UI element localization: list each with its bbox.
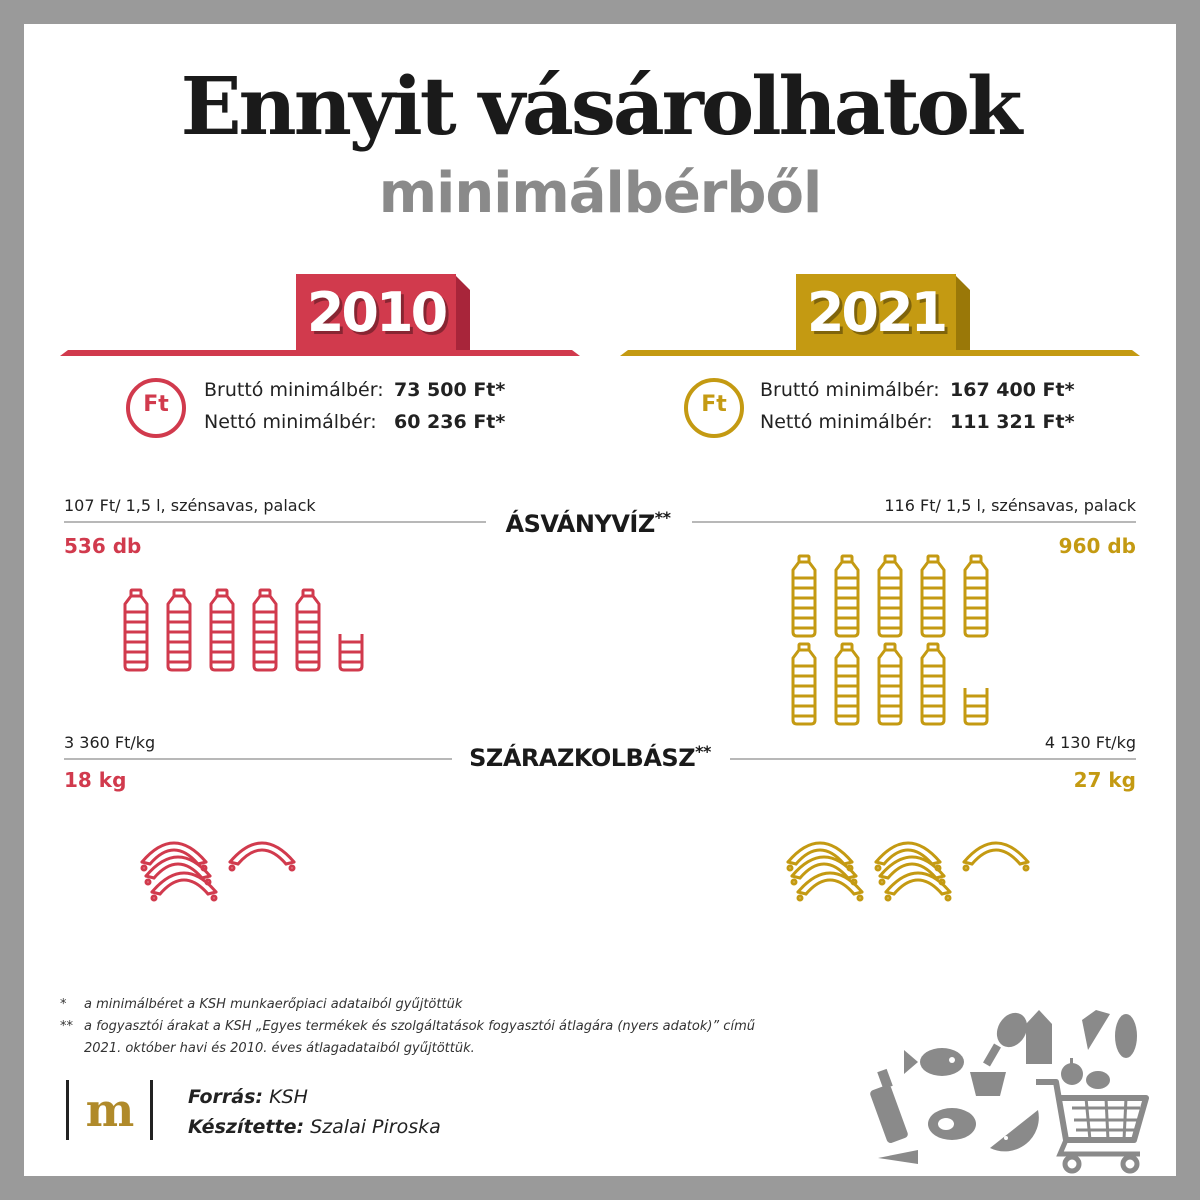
forint-coin-icon-2010 bbox=[126, 378, 186, 438]
divider-sausage-left bbox=[64, 758, 452, 760]
water-icons-2010 bbox=[123, 588, 364, 672]
bottle-icon bbox=[791, 642, 817, 726]
forint-coin-icon-2021 bbox=[684, 378, 744, 438]
sausage-icons-2021 bbox=[786, 841, 1030, 902]
page-title: Ennyit vásárolhatok bbox=[180, 59, 1023, 153]
year-banner-2021 bbox=[620, 274, 1140, 356]
bottle-icon bbox=[877, 554, 903, 638]
water-price-2021: 116 Ft/ 1,5 l, szénsavas, palack bbox=[884, 496, 1136, 515]
bottle-icon bbox=[963, 688, 989, 726]
sausage-qty-2021: 27 kg bbox=[1073, 768, 1136, 792]
sausage-icon bbox=[228, 841, 296, 872]
gross-wage-value-2021: 167 400 Ft* bbox=[950, 379, 1075, 401]
bottle-icon bbox=[295, 588, 321, 672]
sausage-price-2021: 4 130 Ft/kg bbox=[1044, 733, 1136, 752]
bottle-icon bbox=[209, 588, 235, 672]
gross-wage-value-2010: 73 500 Ft* bbox=[394, 379, 506, 401]
net-wage-label-2010: Nettó minimálbér: bbox=[204, 411, 377, 433]
logo: m bbox=[85, 1083, 135, 1137]
bottle-icon bbox=[166, 588, 192, 672]
footnotes: * a minimálbéret a KSH munkaerőpiaci adat… bbox=[60, 994, 820, 1060]
water-qty-2021: 960 db bbox=[1058, 534, 1136, 558]
bottle-icon bbox=[920, 554, 946, 638]
divider-water-left bbox=[64, 521, 486, 523]
infographic-frame bbox=[24, 24, 1176, 1176]
sausage-price-2010: 3 360 Ft/kg bbox=[64, 733, 156, 752]
divider-water-right bbox=[692, 521, 1136, 523]
footnote: * a minimálbéret a KSH munkaerőpiaci adat… bbox=[60, 997, 463, 1012]
sausage-icons-2010 bbox=[140, 841, 296, 902]
wage-block-2021: Bruttó minimálbér: 167 400 Ft* Nettó mini… bbox=[760, 374, 1090, 438]
logo-bar-left bbox=[66, 1080, 69, 1140]
net-wage-value-2010: 60 236 Ft* bbox=[394, 411, 506, 433]
sausage-qty-2010: 18 kg bbox=[64, 768, 127, 792]
sausage-icon bbox=[874, 841, 952, 902]
sausage-icon bbox=[140, 841, 218, 902]
forint-coin-text-2010: Ft bbox=[143, 392, 169, 417]
water-icons-2021 bbox=[791, 554, 989, 726]
footnote: 2021. október havi és 2010. éves átlagad… bbox=[84, 1041, 475, 1056]
source-label: Forrás: bbox=[188, 1086, 264, 1108]
water-qty-2010: 536 db bbox=[64, 534, 142, 558]
credits: Forrás: KSH Készítette: Szalai Piroska bbox=[188, 1082, 441, 1142]
bottle-icon bbox=[963, 554, 989, 638]
author-value: Szalai Piroska bbox=[310, 1116, 441, 1138]
section-title-water: ÁSVÁNYVÍZ** bbox=[505, 508, 671, 538]
bottle-icon bbox=[338, 634, 364, 672]
bottle-icon bbox=[791, 554, 817, 638]
water-price-2010: 107 Ft/ 1,5 l, szénsavas, palack bbox=[64, 496, 316, 515]
bottle-icon bbox=[123, 588, 149, 672]
footnote: ** a fogyasztói árakat a KSH „Egyes termé… bbox=[60, 1019, 755, 1034]
forint-coin-text-2021: Ft bbox=[701, 392, 727, 417]
page-subtitle: minimálbérből bbox=[378, 161, 822, 226]
year-label-2010: 2010 bbox=[306, 281, 448, 344]
sausage-icon bbox=[786, 841, 864, 902]
year-label-2021: 2021 bbox=[806, 281, 948, 344]
gross-wage-label-2021: Bruttó minimálbér: bbox=[760, 379, 940, 401]
grocery-cart-icon bbox=[870, 1010, 1149, 1174]
gross-wage-label-2010: Bruttó minimálbér: bbox=[204, 379, 384, 401]
divider-sausage-right bbox=[730, 758, 1136, 760]
net-wage-value-2021: 111 321 Ft* bbox=[950, 411, 1075, 433]
wage-block-2010: Bruttó minimálbér: 73 500 Ft* Nettó minim… bbox=[204, 374, 524, 438]
section-title-sausage: SZÁRAZKOLBÁSZ** bbox=[469, 742, 711, 772]
bottle-icon bbox=[834, 554, 860, 638]
net-wage-label-2021: Nettó minimálbér: bbox=[760, 411, 933, 433]
bottle-icon bbox=[834, 642, 860, 726]
bottle-icon bbox=[252, 588, 278, 672]
bottle-icon bbox=[877, 642, 903, 726]
year-banner-2010 bbox=[60, 274, 580, 356]
sausage-icon bbox=[962, 841, 1030, 872]
bottle-icon bbox=[920, 642, 946, 726]
author-label: Készítette: bbox=[188, 1116, 305, 1138]
logo-bar-right bbox=[150, 1080, 153, 1140]
source-value: KSH bbox=[269, 1086, 308, 1108]
